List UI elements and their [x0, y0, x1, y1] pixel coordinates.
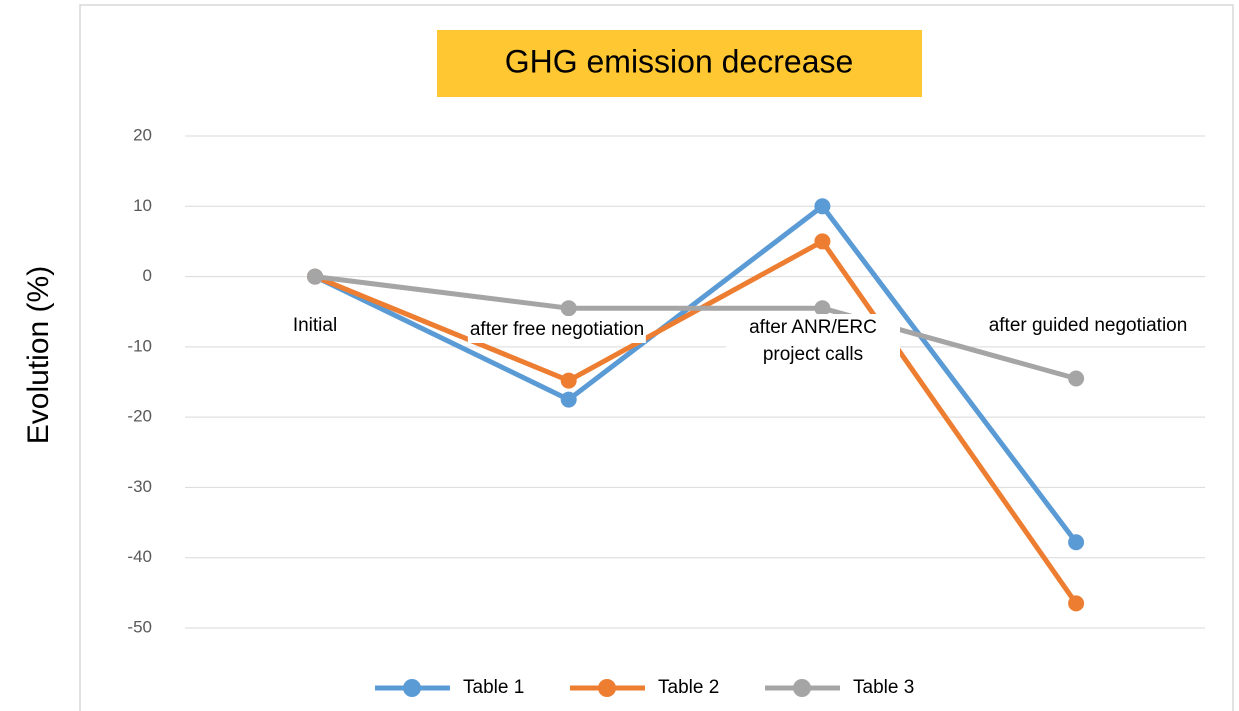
legend-label: Table 2: [658, 677, 719, 698]
y-tick-label: 0: [143, 266, 152, 285]
legend-label: Table 1: [463, 677, 524, 698]
x-tick-label: after guided negotiation: [986, 312, 1190, 339]
data-point: [560, 391, 577, 408]
y-tick-label: -50: [127, 617, 152, 636]
y-tick-label: -40: [127, 547, 152, 566]
y-tick-label: -10: [127, 336, 152, 355]
data-point: [814, 233, 831, 250]
y-tick-label: 10: [133, 196, 152, 215]
x-tick-label: Initial: [290, 312, 340, 339]
data-point: [1068, 534, 1085, 551]
title-box: [437, 30, 922, 97]
legend-marker: [793, 679, 811, 697]
data-point: [814, 198, 831, 215]
y-axis-title: Evolution (%): [22, 266, 55, 444]
data-point: [1068, 370, 1085, 387]
y-tick-label: 20: [133, 125, 152, 144]
legend-marker: [598, 679, 616, 697]
legend-marker: [403, 679, 421, 697]
data-point: [560, 372, 577, 389]
y-tick-label: -30: [127, 477, 152, 496]
series-line: [313, 203, 1079, 544]
y-tick-label: -20: [127, 407, 152, 426]
data-point: [560, 300, 577, 317]
legend-label: Table 3: [853, 677, 914, 698]
data-point: [814, 300, 831, 317]
data-point: [307, 268, 323, 285]
chart-title: GHG emission decrease: [505, 43, 854, 79]
x-tick-label: after ANR/ERC project calls: [726, 314, 900, 368]
data-point: [1068, 595, 1085, 612]
series-line: [314, 274, 1077, 381]
series-line: [314, 238, 1079, 605]
x-tick-label: after free negotiation: [467, 316, 647, 343]
chart-frame: [79, 4, 1234, 711]
